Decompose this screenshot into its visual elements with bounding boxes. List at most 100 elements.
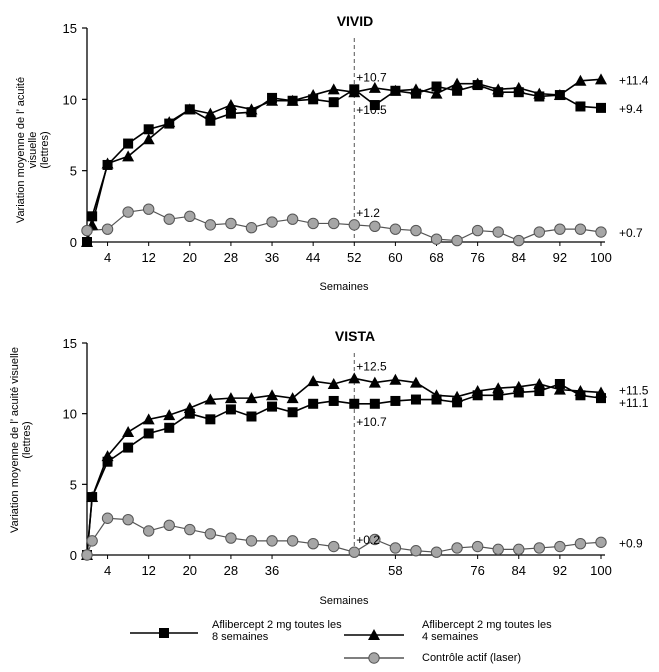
vista-data-point-triangle [286, 392, 299, 404]
vista-data-point-triangle [595, 386, 607, 398]
vivid-data-point-square [205, 115, 216, 126]
vivid-data-point-square [143, 124, 154, 135]
vivid-data-point-circle [142, 203, 155, 215]
vivid-data-point-circle [471, 224, 484, 237]
vista-data-point-triangle [451, 390, 464, 402]
vista-data-point-circle [471, 540, 484, 553]
vivid-x-tick-label: 84 [512, 250, 526, 265]
vivid-data-point-circle [328, 217, 340, 230]
vivid-data-point-triangle [595, 73, 607, 85]
vista-data-point-triangle [471, 385, 484, 397]
vista-data-point-circle [533, 542, 546, 554]
vivid-x-tick-label: 20 [183, 250, 197, 265]
vivid-annotation: +11.4 [619, 73, 649, 87]
vivid-data-point-triangle [183, 103, 196, 115]
vista-y-axis-label-line: (lettres) [21, 421, 33, 458]
vista-data-point-circle [266, 535, 278, 547]
vista-data-point-circle [328, 540, 340, 553]
vista-data-point-square [493, 390, 504, 401]
vista-x-axis-label: Semaines [320, 595, 369, 607]
vista-data-point-triangle [245, 392, 258, 404]
vista-data-point-triangle [101, 450, 114, 462]
vivid-annotation: +1.2 [356, 206, 380, 220]
legend-label-circle: Contrôle actif (laser) [422, 652, 521, 664]
vista-data-point-square [225, 404, 236, 415]
vivid-data-point-triangle [224, 99, 237, 111]
vivid-data-point-triangle [553, 89, 566, 101]
vista-data-point-circle [86, 535, 98, 547]
vista-x-tick-label: 12 [141, 563, 155, 578]
vista-data-point-circle [204, 528, 217, 540]
vista-data-point-square [369, 398, 380, 409]
vivid-series-line-circle [86, 208, 602, 242]
vista-data-point-circle [163, 519, 175, 532]
legend-label-triangle: 4 semaines [422, 631, 479, 643]
vivid-x-tick-label: 36 [265, 250, 279, 265]
vista-x-tick-label: 92 [553, 563, 567, 578]
vista-y-axis-label-line: Variation moyenne de l’ acuité visuelle [9, 347, 21, 533]
vista-data-point-square [102, 456, 113, 467]
vivid-data-point-circle [245, 222, 258, 234]
vista-data-point-triangle [266, 389, 279, 401]
vista-data-point-square [246, 411, 257, 422]
vista-series-markers-square [82, 378, 606, 560]
vista-data-point-circle [554, 540, 566, 553]
vista-x-tick-label: 20 [183, 563, 197, 578]
vista-x-tick-label: 36 [265, 563, 279, 578]
vista-data-point-circle [225, 532, 237, 544]
vivid-data-point-triangle [533, 87, 546, 99]
vista-data-point-square [164, 422, 175, 433]
vivid-data-point-circle [101, 223, 114, 235]
vista-data-point-triangle [389, 373, 402, 385]
vista-data-point-triangle [122, 426, 135, 438]
vivid-data-point-circle [410, 224, 422, 237]
vista-data-point-circle [142, 525, 155, 537]
legend-label-square: 8 semaines [212, 631, 269, 643]
vivid-x-tick-label: 92 [553, 250, 567, 265]
vivid-data-point-triangle [471, 77, 484, 89]
vivid-data-point-circle [369, 220, 381, 233]
vivid-x-tick-label: 100 [590, 250, 612, 265]
vivid-data-point-triangle [286, 94, 299, 106]
vivid-annotation: +0.7 [619, 226, 643, 240]
vivid-data-point-triangle [492, 83, 505, 95]
vivid-data-point-circle [348, 219, 360, 231]
vista-x-tick-label: 28 [224, 563, 238, 578]
vivid-data-point-triangle [430, 87, 443, 99]
vista-data-point-triangle [224, 392, 237, 404]
vivid-data-point-triangle [574, 74, 587, 86]
vivid-y-axis-label: Variation moyenne de l’ acuitévisuelle(l… [15, 77, 51, 223]
vivid-x-tick-label: 60 [388, 250, 402, 265]
vista-data-point-triangle [492, 382, 505, 394]
vivid-annotation: +10.7 [356, 70, 387, 84]
vivid-data-point-square [123, 138, 134, 149]
legend-marker-square [159, 628, 169, 638]
vista-data-point-square [308, 398, 319, 409]
vivid-data-point-circle [225, 217, 237, 230]
vista-data-point-circle [245, 535, 258, 547]
vista-x-tick-label: 100 [590, 563, 612, 578]
vista-data-point-square [349, 398, 360, 409]
vivid-data-point-circle [574, 223, 587, 235]
vivid-y-tick-label: 15 [63, 21, 77, 36]
vivid-data-point-triangle [163, 116, 176, 128]
vista-data-point-circle [451, 542, 463, 554]
vista-annotation: +11.1 [619, 396, 649, 410]
vista-data-point-circle [286, 535, 299, 547]
vivid-data-point-circle [163, 213, 175, 225]
vista-y-tick-label: 0 [70, 548, 77, 563]
vista-data-point-square [123, 442, 134, 453]
vista-data-point-circle [122, 513, 134, 526]
vista-data-point-square [143, 428, 154, 439]
vista-y-tick-label: 10 [63, 407, 77, 422]
vista-data-point-triangle [204, 393, 217, 405]
vivid-y-axis-label-line: visuelle [27, 132, 39, 169]
vivid-data-point-triangle [122, 150, 135, 162]
vivid-series-markers-square [82, 80, 606, 247]
vista-data-point-triangle [183, 402, 196, 414]
vista-series-line-square [86, 383, 602, 556]
vivid-series-markers-circle [81, 203, 607, 247]
vista-x-tick-label: 76 [470, 563, 484, 578]
vista-data-point-triangle [307, 375, 320, 387]
